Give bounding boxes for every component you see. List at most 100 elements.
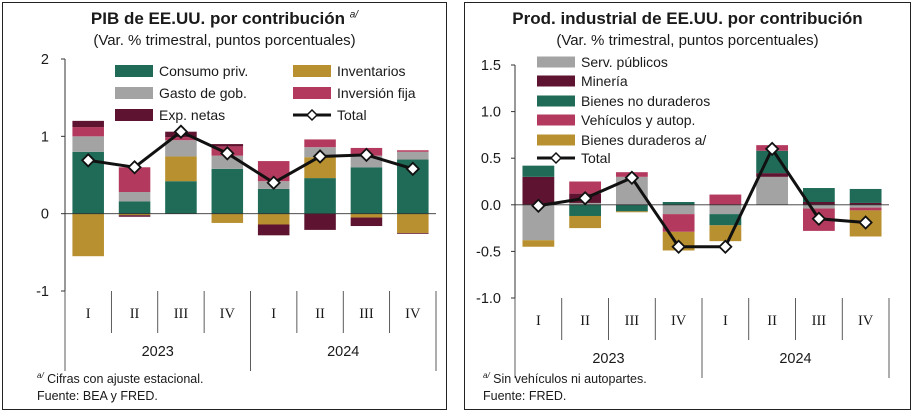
ip-bar-no_durables	[802, 188, 835, 203]
gdp-legend-swatch-gasto	[115, 87, 153, 99]
gdp-bar-exp	[350, 217, 383, 227]
gdp-bar-consumo	[165, 181, 197, 214]
ip-bar-mineria	[756, 173, 789, 177]
gdp-legend-label: Inversión fija	[337, 85, 416, 101]
ip-bar-no_durables	[709, 214, 742, 226]
ip-quarter-label: III	[812, 313, 827, 329]
ip-bar-no_durables	[522, 165, 555, 177]
gdp-bar-exp	[304, 213, 336, 230]
gdp-legend-swatch-consumo	[115, 65, 153, 77]
gdp-bar-inventarios	[350, 213, 383, 218]
gdp-bar-consumo	[118, 201, 151, 214]
gdp-footnote-marker: a/	[37, 371, 44, 380]
ip-y-tick-label: 1.0	[481, 105, 501, 121]
ip-bar-vehiculos	[849, 207, 882, 211]
ip-source: Fuente: FRED.	[483, 389, 567, 403]
ip-legend-label: Bienes no duraderos	[581, 93, 710, 109]
ip-legend-label: Minería	[581, 73, 628, 89]
ip-chart-canvas: 1.51.00.50.0-0.5-1.0I II III IV I II III IV2023…	[476, 54, 890, 378]
gdp-quarter-label: II	[130, 306, 140, 322]
ip-bar-durables	[709, 225, 742, 242]
ip-bar-serv	[662, 204, 695, 215]
ip-total-marker	[624, 170, 640, 186]
ip-bar-no_durables	[615, 204, 648, 212]
gdp-quarter-label: III	[174, 306, 189, 322]
ip-y-tick-label: 0.5	[481, 151, 501, 167]
ip-chart-subtitle: (Var. % trimestral, puntos porcentuales)	[556, 32, 819, 49]
gdp-total-marker	[220, 146, 235, 161]
gdp-bar-inversion	[397, 150, 429, 152]
gdp-legend-label: Gasto de gob.	[159, 85, 247, 101]
ip-total-marker	[764, 141, 780, 157]
gdp-legend-total-marker	[305, 108, 319, 122]
gdp-total-marker	[266, 175, 281, 191]
gdp-quarter-label: IV	[405, 306, 421, 322]
gdp-quarter-label: IV	[220, 306, 236, 322]
gdp-bar-consumo	[257, 188, 290, 214]
ip-bar-vehiculos	[569, 181, 602, 194]
gdp-bar-inventarios	[72, 213, 104, 257]
ip-quarter-label: III	[625, 313, 640, 329]
ip-quarter-label: I	[536, 313, 541, 329]
gdp-legend-label: Consumo priv.	[159, 63, 248, 79]
ip-total-marker	[577, 191, 593, 206]
ip-bar-no_durables	[849, 188, 882, 203]
gdp-source: Fuente: BEA y FRED.	[37, 389, 158, 403]
ip-footnote-marker: a/	[483, 371, 490, 380]
ip-legend-swatch-vehiculos	[537, 114, 575, 126]
gdp-legend-label: Inventarios	[337, 63, 405, 79]
ip-bar-no_durables	[569, 204, 602, 216]
ip-total-marker	[718, 239, 733, 255]
gdp-bar-exp	[118, 215, 151, 217]
ip-legend-total-marker	[549, 151, 563, 165]
gdp-total-marker	[405, 161, 421, 177]
ip-quarter-label: II	[767, 313, 777, 329]
ip-total-marker	[531, 198, 546, 214]
gdp-total-marker	[80, 153, 96, 168]
gdp-bar-inversion	[304, 139, 336, 148]
gdp-legend-label: Total	[337, 107, 367, 123]
gdp-quarter-label: I	[86, 306, 91, 322]
gdp-bar-inventarios	[397, 213, 429, 233]
ip-bar-no_durables	[662, 202, 695, 205]
ip-year-label: 2023	[592, 351, 624, 367]
ip-bar-serv	[802, 204, 835, 209]
ip-legend-label: Serv. públicos	[581, 54, 668, 70]
ip-legend-label: Vehículos y autop.	[581, 112, 695, 128]
gdp-bar-gasto	[165, 140, 197, 157]
ip-chart-title: Prod. industrial de EE.UU. por contribuc…	[512, 9, 863, 28]
ip-bar-vehiculos	[709, 194, 742, 205]
ip-bar-vehiculos	[662, 214, 695, 232]
gdp-bar-exp	[257, 224, 290, 236]
ip-footnote: a/ Sin vehículos ni autopartes.	[483, 371, 647, 387]
gdp-bar-inventarios	[211, 213, 244, 223]
gdp-total-marker	[173, 124, 189, 139]
gdp-bar-gasto	[397, 151, 429, 160]
ip-y-tick-label: 0.0	[481, 198, 501, 214]
gdp-bar-exp	[397, 233, 429, 234]
gdp-total-line	[87, 129, 414, 185]
ip-bar-durables	[522, 240, 555, 247]
gdp-bar-inversion	[72, 127, 104, 137]
gdp-bar-inventarios	[257, 213, 290, 225]
ip-total-marker	[858, 215, 873, 230]
gdp-bar-inventarios	[118, 213, 151, 216]
ip-y-tick-label: -0.5	[476, 244, 501, 260]
gdp-bar-inventarios	[165, 156, 197, 182]
ip-legend-swatch-no_durables	[537, 95, 575, 107]
gdp-y-tick-label: 2	[41, 52, 49, 68]
gdp-quarter-label: II	[315, 306, 325, 322]
gdp-bar-consumo	[304, 178, 336, 214]
gdp-bar-gasto	[118, 192, 151, 202]
ip-legend-label: Total	[581, 150, 611, 166]
gdp-total-marker	[359, 147, 374, 163]
gdp-chart-subtitle: (Var. % trimestral, puntos porcentuales)	[93, 32, 356, 49]
gdp-total-marker	[127, 159, 142, 175]
gdp-title-footnote-marker: a/	[349, 9, 359, 21]
gdp-legend-swatch-inventarios	[293, 65, 331, 77]
gdp-y-tick-label: 1	[41, 129, 49, 145]
ip-legend-swatch-serv	[537, 56, 575, 68]
ip-bar-durables	[569, 215, 602, 229]
gdp-bar-gasto	[72, 136, 104, 152]
